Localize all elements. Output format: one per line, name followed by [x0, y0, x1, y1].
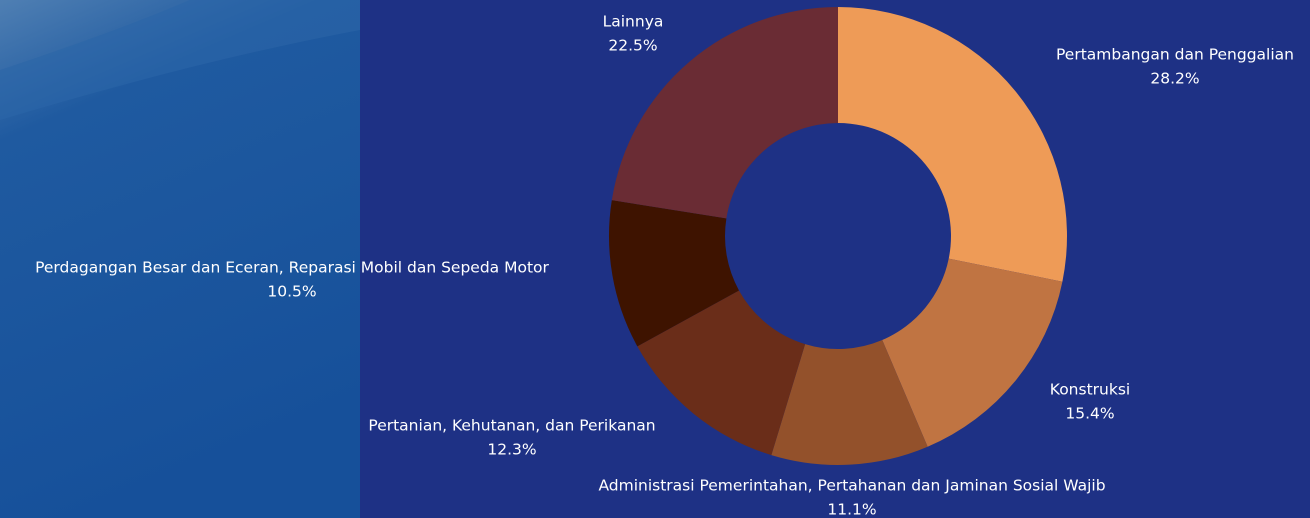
value-label: 22.5%	[608, 37, 657, 55]
category-label: Konstruksi	[1050, 381, 1130, 399]
value-label: 12.3%	[487, 441, 536, 459]
category-label: Pertanian, Kehutanan, dan Perikanan	[368, 417, 655, 435]
chart: Pertambangan dan Penggalian 28.2% Konstruk…	[0, 0, 1310, 518]
category-label: Pertambangan dan Penggalian	[1056, 46, 1294, 64]
value-label: 28.2%	[1150, 70, 1199, 88]
value-label: 11.1%	[827, 501, 876, 518]
category-label: Administrasi Pemerintahan, Pertahanan da…	[598, 477, 1105, 495]
category-label: Lainnya	[603, 13, 664, 31]
category-label: Perdagangan Besar dan Eceran, Reparasi M…	[35, 259, 549, 277]
value-label: 10.5%	[267, 283, 316, 301]
value-label: 15.4%	[1065, 405, 1114, 423]
